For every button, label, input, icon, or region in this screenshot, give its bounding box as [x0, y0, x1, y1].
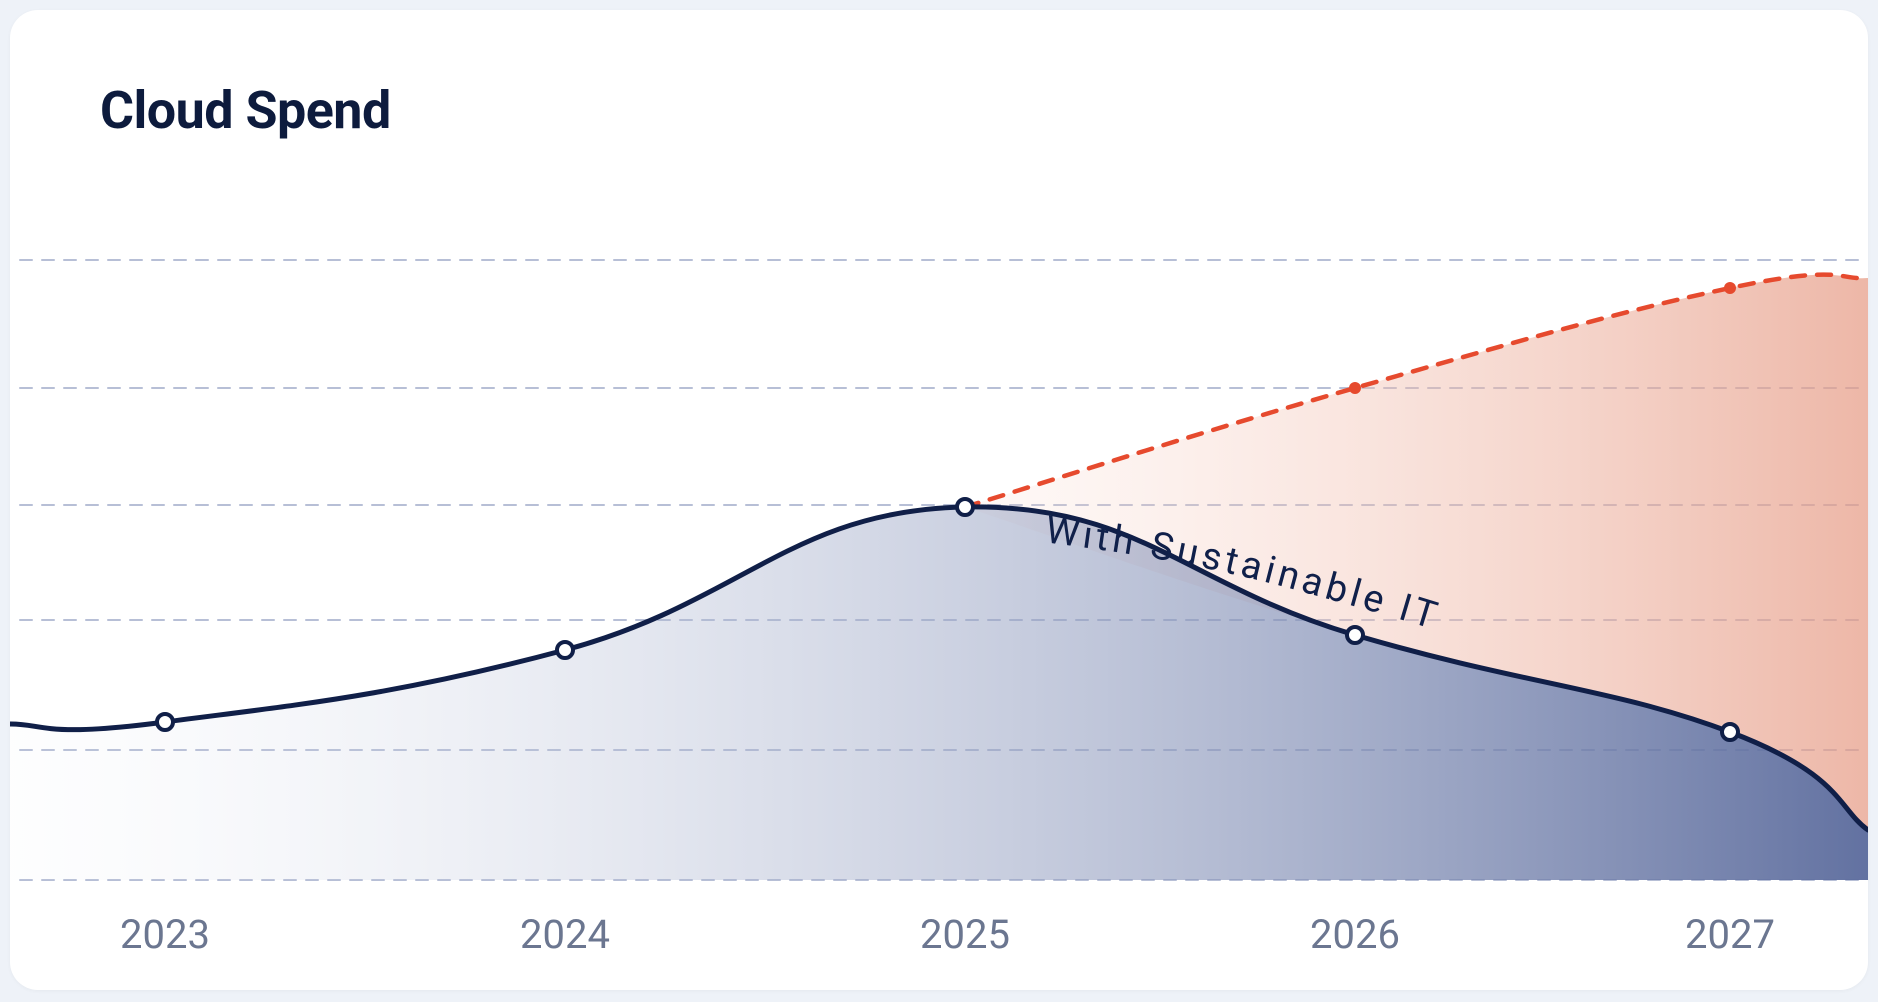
chart-card: Cloud Spend With Sustainable IT 20232024…: [10, 10, 1868, 990]
x-axis-labels: 2023 2024 2025 2026 2027: [120, 911, 1775, 958]
x-axis-label: 2025: [920, 911, 1010, 958]
marker-sustainable: [1347, 627, 1363, 643]
x-axis-label: 2024: [520, 911, 610, 958]
cloud-spend-chart: With Sustainable IT 20232024202520262027: [10, 10, 1868, 990]
marker-sustainable: [557, 642, 573, 658]
marker-sustainable: [157, 714, 173, 730]
marker-sustainable: [957, 499, 973, 515]
marker-sustainable: [1722, 724, 1738, 740]
marker-projected: [1349, 382, 1361, 394]
x-axis-label: 2023: [120, 911, 210, 958]
x-axis-label: 2026: [1310, 911, 1400, 958]
x-axis-label: 2027: [1685, 911, 1775, 958]
marker-projected: [1724, 282, 1736, 294]
